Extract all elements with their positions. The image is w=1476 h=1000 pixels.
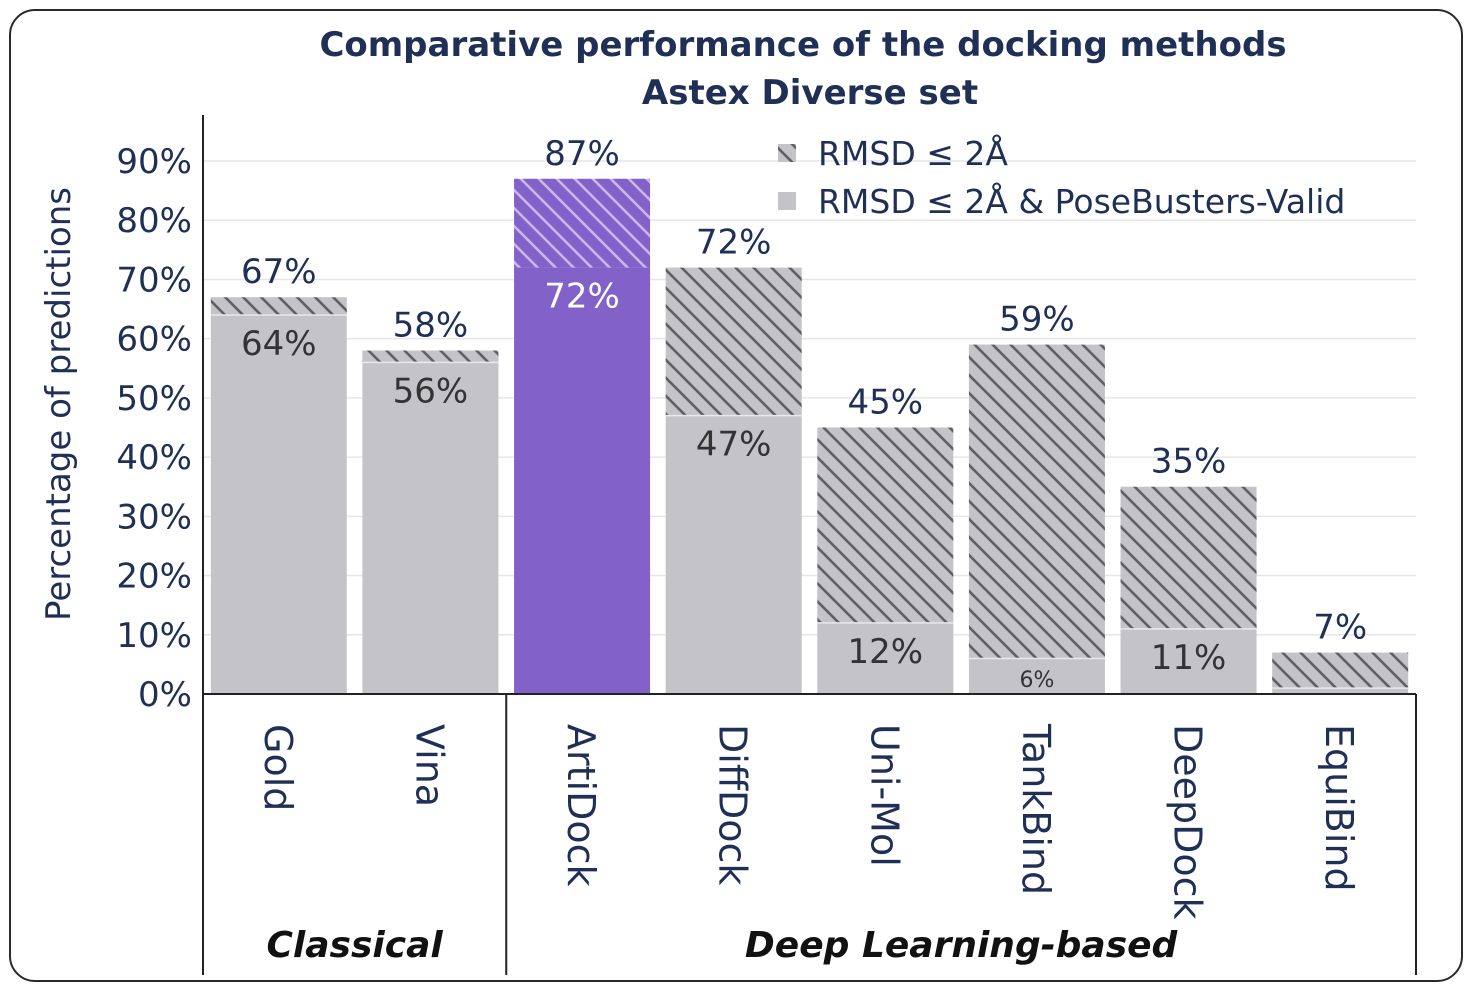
label-valid-tankbind: 6% [1019,668,1054,693]
category-label-deepdock: DeepDock [1166,724,1210,920]
legend-swatch-rmsd [778,144,796,162]
y-tick-label: 20% [116,557,192,597]
y-tick-label: 30% [116,497,192,537]
category-label-vina: Vina [407,724,451,807]
label-valid-vina: 56% [393,371,469,411]
chart-subtitle: Astex Diverse set [642,73,978,113]
y-tick-label: 0% [138,675,192,715]
label-rmsd-vina: 58% [393,306,469,346]
y-axis-label: Percentage of predictions [39,187,79,621]
category-label-equibind: EquiBind [1317,724,1361,892]
bar-rmsd-tankbind [968,344,1105,659]
bar-valid-tankbind [968,658,1105,694]
bar-rmsd-uni-mol [817,427,954,623]
y-tick-label: 80% [116,201,192,241]
bar-valid-deepdock [1120,628,1257,694]
label-rmsd-gold: 67% [241,252,317,292]
category-label-tankbind: TankBind [1014,723,1058,895]
label-valid-gold: 64% [241,324,317,364]
group-label-1: Deep Learning-based [745,925,1179,966]
legend-swatch-valid [778,192,796,210]
group-labels: Classical Deep Learning-based [267,925,1179,966]
category-label-diffdock: DiffDock [711,724,755,885]
y-tick-label: 90% [116,142,192,182]
bar-valid-uni-mol [817,622,954,694]
bar-rmsd-deepdock [1120,486,1257,629]
bar-valid-equibind [1272,688,1409,694]
label-valid-artidock: 72% [544,277,620,317]
bar-rmsd-artidock [514,178,651,268]
label-valid-diffdock: 47% [696,425,772,465]
y-tick-label: 60% [116,320,192,360]
data-labels: 67% 64% 58% 56% 87% 72% 72% 47% 45% 12% 59% 6% 35% 11… [241,134,1367,693]
label-rmsd-deepdock: 35% [1151,442,1227,482]
label-valid-uni-mol: 12% [848,632,924,672]
bar-valid-artidock [514,267,651,694]
bar-rmsd-equibind [1272,652,1409,689]
axes [202,115,1417,975]
y-axis-ticks: 0% 10% 20% 30% 40% 50% 60% 70% 80% 90% [116,142,192,715]
category-labels: Gold Vina ArtiDock DiffDock Uni-Mol TankBind D… [256,723,1361,920]
bar-valid-vina [362,362,499,694]
label-rmsd-equibind: 7% [1313,608,1367,648]
legend-label-valid: RMSD ≤ 2Å & PoseBusters-Valid [818,181,1345,221]
y-tick-label: 40% [116,438,192,478]
bar-valid-diffdock [665,415,802,694]
bar-rmsd-gold [210,297,347,315]
y-tick-label: 10% [116,616,192,656]
y-tick-label: 70% [116,260,192,300]
bar-rmsd-diffdock [665,267,802,416]
bars [210,178,1409,694]
label-rmsd-artidock: 87% [544,134,620,174]
legend: RMSD ≤ 2Å RMSD ≤ 2Å & PoseBusters-Valid [778,133,1345,221]
category-label-uni-mol: Uni-Mol [862,724,906,867]
category-label-gold: Gold [256,724,300,811]
y-tick-label: 50% [116,379,192,419]
category-label-artidock: ArtiDock [559,724,603,886]
label-valid-deepdock: 11% [1151,638,1227,678]
label-rmsd-diffdock: 72% [696,223,772,263]
bar-valid-gold [210,314,347,694]
chart-title: Comparative performance of the docking m… [319,25,1286,65]
label-rmsd-uni-mol: 45% [848,383,924,423]
group-label-0: Classical [267,925,444,966]
label-rmsd-tankbind: 59% [999,300,1075,340]
legend-label-rmsd: RMSD ≤ 2Å [818,133,1008,173]
bar-rmsd-vina [362,350,499,363]
